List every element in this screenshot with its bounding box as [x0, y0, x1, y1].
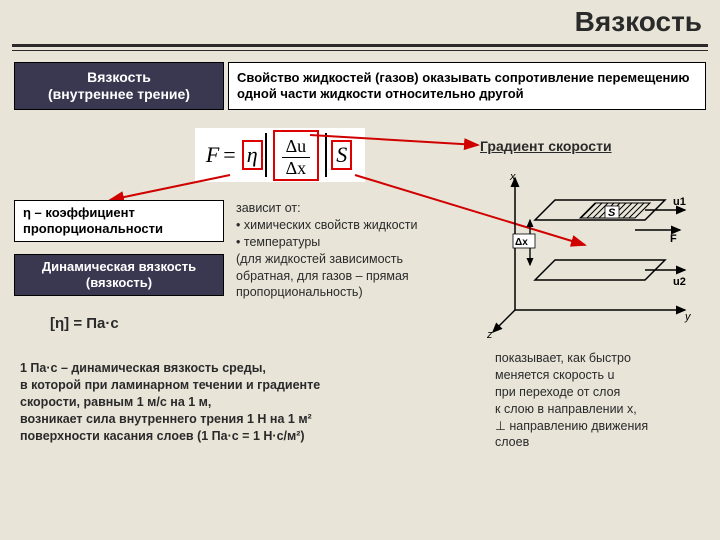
abs-bars: Δu Δx	[265, 133, 328, 177]
rule-thin	[12, 50, 708, 51]
bottom-note: 1 Па·с – динамическая вязкость среды, в …	[20, 360, 460, 444]
page-title: Вязкость	[575, 6, 702, 38]
sym-dx: Δx	[286, 158, 307, 179]
sym-eta: η	[247, 142, 258, 167]
sym-S: S	[336, 142, 347, 167]
depends-item-1: химических свойств жидкости	[236, 217, 461, 234]
diagram-u2: u2	[673, 276, 686, 288]
axis-z: z	[486, 329, 493, 340]
diagram-F: F	[670, 233, 677, 245]
depends-item-2-label: температуры	[244, 235, 320, 249]
depends-block: зависит от: химических свойств жидкости …	[236, 200, 461, 301]
sym-du: Δu	[282, 136, 311, 158]
velocity-gradient-diagram: x y z S u1 u2 F Δx	[485, 170, 695, 340]
S-redbox: S	[331, 140, 352, 170]
gradient-label: Градиент скорости	[480, 138, 612, 154]
sym-eq: =	[223, 142, 235, 168]
right-note: показывает, как быстро меняется скорость…	[495, 350, 705, 451]
formula: F = η Δu Δx S	[195, 128, 365, 182]
unit-label: [η] = Па·с	[50, 315, 119, 332]
depends-item-2: температуры (для жидкостей зависимость о…	[236, 234, 461, 302]
diagram-dx: Δx	[515, 237, 528, 248]
definition-box: Свойство жидкостей (газов) оказывать соп…	[228, 62, 706, 110]
diagram-u1: u1	[673, 196, 686, 208]
dynamic-viscosity-box: Динамическая вязкость (вязкость)	[14, 254, 224, 296]
depends-head: зависит от:	[236, 200, 461, 217]
axis-y: y	[684, 311, 692, 323]
sym-F: F	[206, 142, 219, 168]
fraction: Δu Δx	[282, 136, 311, 179]
depends-item-2-note: (для жидкостей зависимость обратная, для…	[236, 252, 409, 300]
frac-redbox: Δu Δx	[273, 130, 320, 181]
eta-redbox: η	[242, 140, 263, 170]
rule-thick	[12, 44, 708, 47]
axis-x: x	[509, 171, 516, 183]
term-box: Вязкость (внутреннее трение)	[14, 62, 224, 110]
eta-box: η – коэффициент пропорциональности	[14, 200, 224, 242]
diagram-S: S	[608, 207, 616, 219]
